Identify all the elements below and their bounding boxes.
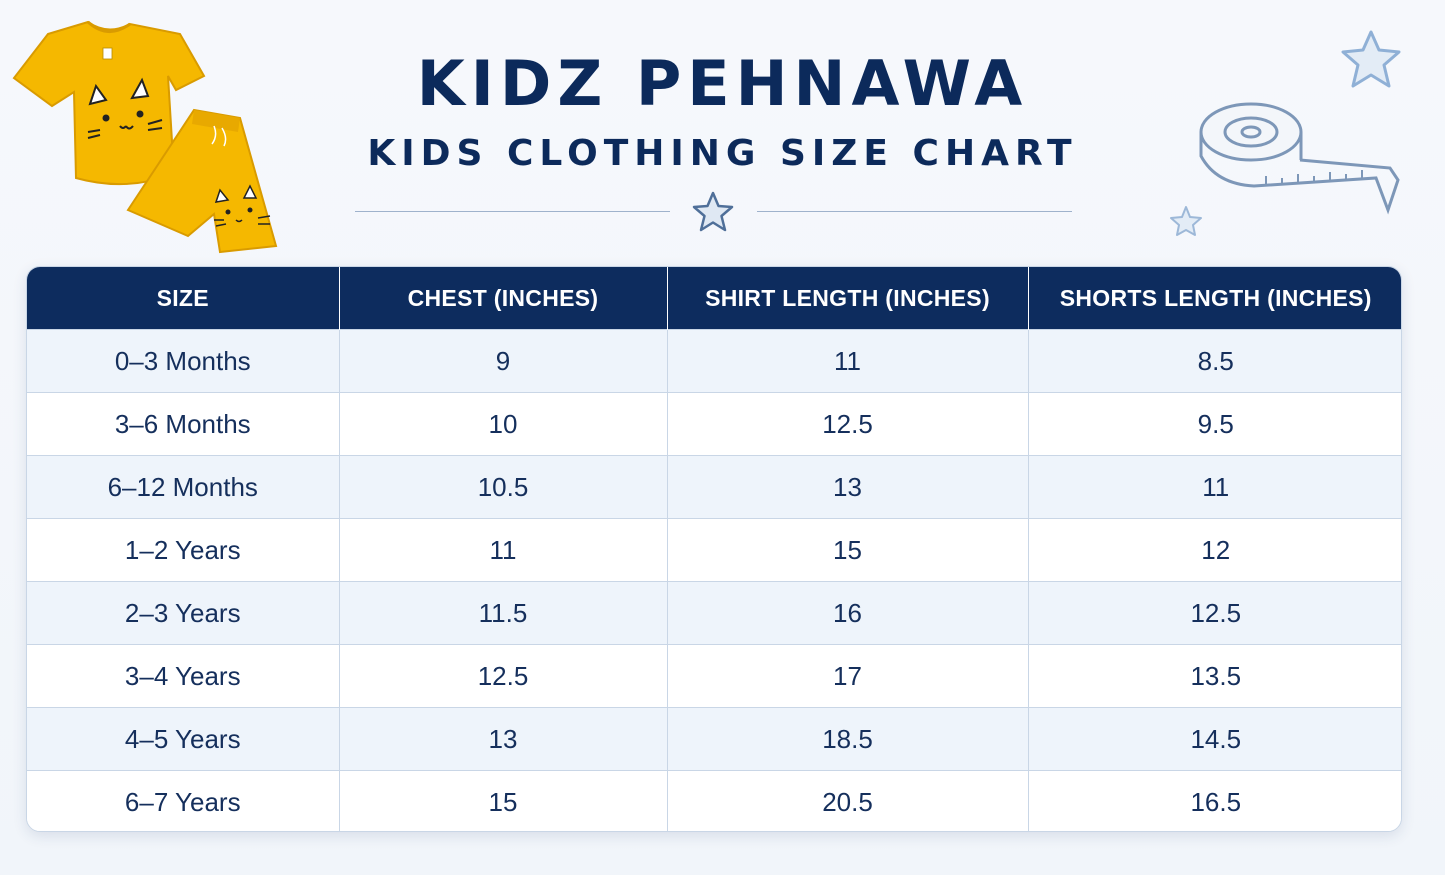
- shirt-length-cell: 12.5: [667, 392, 1029, 456]
- star-icon: [692, 191, 734, 232]
- chest-cell: 12.5: [339, 644, 668, 708]
- shirt-length-cell: 20.5: [667, 770, 1029, 831]
- shorts-length-cell: 9.5: [1028, 392, 1401, 456]
- column-header-size: SIZE: [27, 267, 340, 330]
- chest-cell: 9: [339, 329, 668, 393]
- shirt-length-cell: 11: [667, 329, 1029, 393]
- size-cell: 0–3 Months: [27, 329, 340, 393]
- star-icon: [1170, 206, 1202, 236]
- shorts-length-cell: 16.5: [1028, 770, 1401, 831]
- brand-title: KIDZ PEHNAWA: [416, 47, 1029, 120]
- shirt-length-cell: 17: [667, 644, 1029, 708]
- table-row: 3–4 Years 12.5 17 13.5: [27, 644, 1401, 708]
- shirt-length-cell: 16: [667, 581, 1029, 645]
- table-row: 0–3 Months 9 11 8.5: [27, 329, 1401, 393]
- column-header-shirt-length: SHIRT LENGTH (INCHES): [667, 267, 1029, 330]
- divider-left: [355, 211, 670, 212]
- chest-cell: 10.5: [339, 455, 668, 519]
- table-row: 2–3 Years 11.5 16 12.5: [27, 581, 1401, 645]
- table-row: 4–5 Years 13 18.5 14.5: [27, 707, 1401, 771]
- shorts-length-cell: 8.5: [1028, 329, 1401, 393]
- shirt-length-cell: 13: [667, 455, 1029, 519]
- table-row: 3–6 Months 10 12.5 9.5: [27, 392, 1401, 456]
- chest-cell: 10: [339, 392, 668, 456]
- size-cell: 1–2 Years: [27, 518, 340, 582]
- page-subtitle: KIDS CLOTHING SIZE CHART: [367, 133, 1078, 174]
- shirt-length-cell: 15: [667, 518, 1029, 582]
- divider-right: [757, 211, 1072, 212]
- shorts-length-cell: 14.5: [1028, 707, 1401, 771]
- table-row: 6–12 Months 10.5 13 11: [27, 455, 1401, 519]
- chest-cell: 15: [339, 770, 668, 831]
- table-row: 1–2 Years 11 15 12: [27, 518, 1401, 582]
- column-header-shorts-length: SHORTS LENGTH (INCHES): [1028, 267, 1401, 330]
- shorts-length-cell: 11: [1028, 455, 1401, 519]
- size-cell: 6–7 Years: [27, 770, 340, 831]
- size-cell: 6–12 Months: [27, 455, 340, 519]
- chest-cell: 11.5: [339, 581, 668, 645]
- size-cell: 3–6 Months: [27, 392, 340, 456]
- size-cell: 4–5 Years: [27, 707, 340, 771]
- column-header-chest: CHEST (INCHES): [339, 267, 668, 330]
- size-cell: 2–3 Years: [27, 581, 340, 645]
- chest-cell: 11: [339, 518, 668, 582]
- table-row: 6–7 Years 15 20.5 16.5: [27, 770, 1401, 831]
- chest-cell: 13: [339, 707, 668, 771]
- shorts-length-cell: 13.5: [1028, 644, 1401, 708]
- size-chart-table: SIZE CHEST (INCHES) SHIRT LENGTH (INCHES…: [26, 266, 1402, 832]
- outfit-image: [12, 20, 278, 254]
- measuring-tape-icon: [1199, 102, 1400, 215]
- shorts-length-cell: 12.5: [1028, 581, 1401, 645]
- star-icon: [1341, 30, 1401, 88]
- shirt-length-cell: 18.5: [667, 707, 1029, 771]
- table-header-row: SIZE CHEST (INCHES) SHIRT LENGTH (INCHES…: [27, 267, 1401, 330]
- size-cell: 3–4 Years: [27, 644, 340, 708]
- shorts-length-cell: 12: [1028, 518, 1401, 582]
